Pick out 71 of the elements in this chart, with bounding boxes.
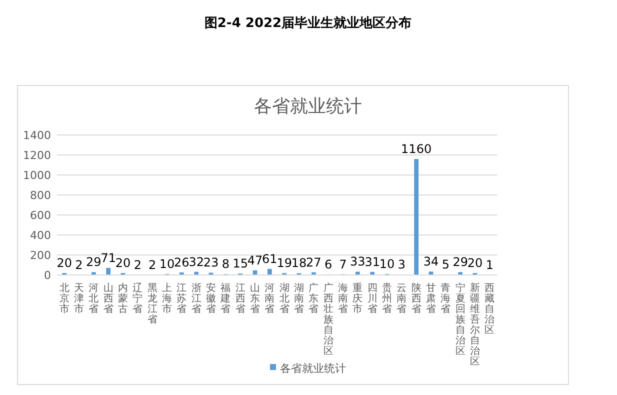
x-tick-label: 湖南省 [294, 282, 304, 315]
data-label: 1 [486, 258, 494, 272]
chart-subtitle: 各省就业统计 [254, 96, 362, 117]
x-tick-label: 辽宁省 [132, 282, 143, 315]
x-tick-label: 甘肃省 [426, 282, 436, 315]
x-tick-label: 陕西省 [411, 282, 422, 315]
y-tick-label: 0 [44, 269, 51, 282]
data-label: 10 [159, 257, 175, 271]
data-label: 3 [398, 258, 406, 272]
x-tick-label: 浙江省 [191, 282, 202, 315]
data-label: 2 [148, 258, 156, 272]
x-tick-label: 新疆维吾尔自治区 [470, 282, 480, 368]
x-tick-label: 河北省 [88, 282, 99, 315]
y-tick-label: 600 [30, 209, 51, 222]
x-tick-label: 河南省 [264, 282, 275, 315]
data-label: 1160 [401, 142, 432, 156]
data-label: 20 [467, 256, 483, 270]
data-label: 18 [291, 256, 307, 270]
x-tick-label: 重庆市 [352, 282, 363, 315]
y-tick-label: 1200 [23, 149, 51, 162]
data-label: 8 [222, 257, 230, 272]
data-label: 10 [379, 257, 395, 271]
x-tick-label: 云南省 [396, 283, 407, 315]
x-tick-label: 四川省 [367, 283, 378, 315]
data-label: 23 [203, 256, 219, 270]
x-tick-label: 湖北省 [279, 282, 290, 315]
x-tick-label: 青海省 [440, 282, 451, 315]
x-tick-label: 天津市 [74, 283, 84, 315]
data-label: 31 [364, 254, 380, 269]
data-label: 27 [306, 255, 322, 270]
data-label: 32 [188, 254, 204, 269]
data-label: 5 [442, 258, 450, 272]
x-tick-label: 江苏省 [176, 282, 187, 315]
data-label: 71 [100, 250, 116, 265]
y-tick-label: 1000 [23, 169, 51, 182]
x-tick-label: 广东省 [308, 282, 319, 315]
x-tick-label: 福建省 [220, 282, 231, 315]
y-tick-label: 1400 [23, 129, 51, 142]
x-tick-label: 内蒙古 [118, 282, 128, 315]
x-tick-label: 黑龙江省 [147, 283, 158, 326]
y-tick-label: 400 [30, 229, 51, 242]
x-tick-label: 山东省 [250, 282, 260, 315]
y-tick-label: 200 [30, 249, 51, 262]
x-tick-label: 宁夏回族自治区 [455, 282, 466, 357]
data-label: 29 [452, 255, 468, 270]
data-label: 2 [134, 258, 142, 272]
x-tick-label: 北京市 [59, 282, 70, 315]
data-label: 15 [232, 256, 248, 270]
data-label: 6 [324, 257, 332, 272]
data-label: 29 [86, 255, 102, 270]
legend-label: 各省就业统计 [280, 362, 346, 375]
data-label: 7 [339, 257, 347, 272]
data-label: 26 [174, 255, 190, 270]
chart-title: 图2-4 2022届毕业生就业地区分布 [204, 15, 412, 31]
data-label: 20 [115, 256, 131, 270]
x-tick-label: 西藏自治区 [484, 283, 495, 336]
data-label: 33 [350, 254, 366, 269]
x-tick-label: 贵州省 [382, 282, 392, 315]
x-tick-label: 山西省 [103, 282, 114, 315]
data-label: 19 [276, 256, 292, 270]
x-tick-label: 广西壮族自治区 [322, 282, 334, 357]
data-label: 61 [262, 252, 278, 266]
data-label: 47 [247, 253, 263, 268]
x-tick-label: 海南省 [338, 282, 348, 315]
y-tick-label: 800 [30, 189, 51, 202]
x-tick-label: 江西省 [235, 282, 246, 315]
data-label: 34 [423, 254, 439, 269]
x-tick-label: 上海市 [162, 282, 172, 315]
data-label: 20 [56, 256, 72, 270]
x-tick-label: 安徽省 [206, 282, 216, 315]
data-label: 2 [75, 258, 83, 272]
